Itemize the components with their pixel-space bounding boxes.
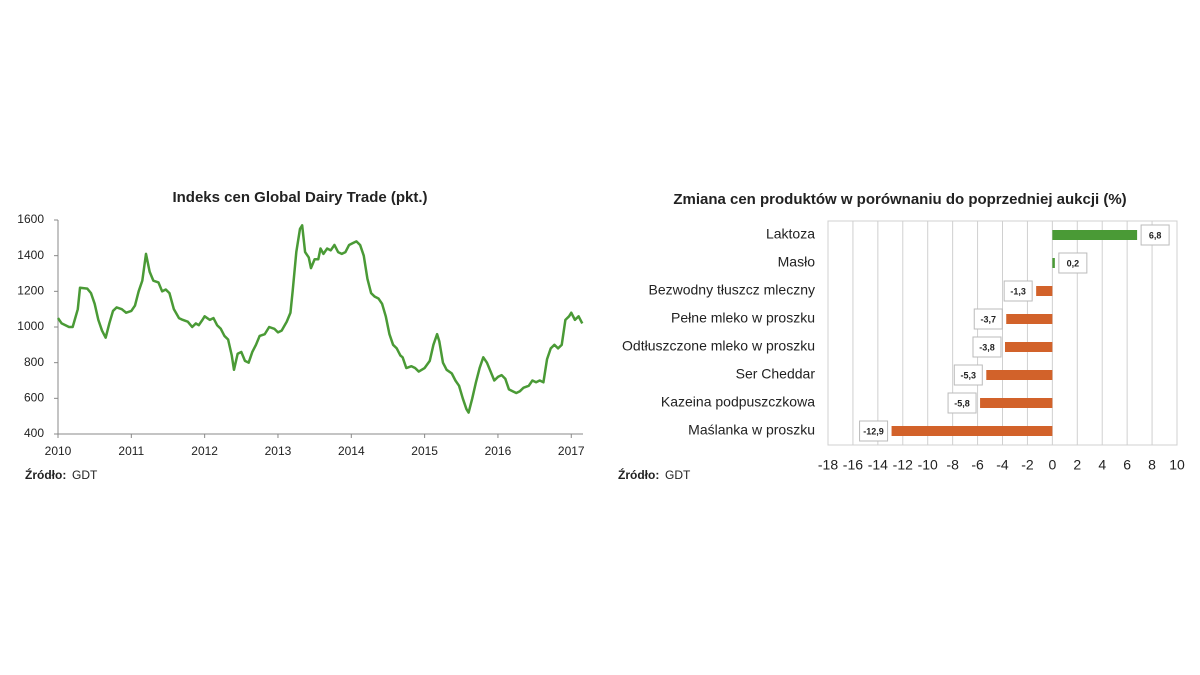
value-label: 0,2: [1067, 258, 1080, 268]
x-tick-label: 2011: [118, 444, 144, 458]
x-tick-label: -10: [918, 457, 938, 473]
y-tick-label: 1000: [17, 319, 44, 333]
y-tick-label: Bezwodny tłuszcz mleczny: [648, 282, 815, 298]
value-label: -3,8: [979, 342, 995, 352]
source-label: Źródło:: [618, 467, 659, 482]
x-tick-label: 10: [1169, 457, 1185, 473]
y-tick-label: Masło: [778, 254, 816, 270]
x-tick-label: 2013: [265, 444, 292, 458]
bar: [980, 398, 1053, 408]
y-tick-label: 800: [24, 355, 44, 369]
x-tick-label: -4: [996, 457, 1009, 473]
x-tick-label: 2012: [191, 444, 218, 458]
x-tick-label: 2015: [411, 444, 438, 458]
value-label: -12,9: [863, 426, 884, 436]
y-tick-label: 600: [24, 391, 44, 405]
chart-title: Indeks cen Global Dairy Trade (pkt.): [172, 189, 427, 206]
value-label: -3,7: [980, 314, 996, 324]
x-tick-label: 2014: [338, 444, 365, 458]
value-label-box: [1058, 252, 1088, 274]
value-label-box: [972, 336, 1002, 358]
value-label: 6,8: [1149, 230, 1162, 240]
y-tick-label: Kazeina podpuszczkowa: [661, 394, 815, 410]
x-tick-label: 2010: [45, 444, 72, 458]
bar: [891, 426, 1053, 436]
x-tick-label: -12: [893, 457, 913, 473]
bar: [1006, 314, 1053, 324]
x-tick-label: 0: [1048, 457, 1056, 473]
source: GDT: [72, 468, 98, 482]
data-line: [56, 224, 584, 414]
value-label-box: [973, 308, 1003, 330]
y-tick-label: Laktoza: [766, 226, 815, 242]
x-tick-label: 4: [1098, 457, 1106, 473]
value-label: -1,3: [1010, 286, 1026, 296]
bar: [1004, 342, 1053, 352]
x-tick-label: -14: [868, 457, 888, 473]
value-label-box: [1003, 280, 1033, 302]
value-label-box: [1140, 224, 1170, 246]
y-tick-label: Pełne mleko w proszku: [671, 310, 815, 326]
x-tick-label: -6: [971, 457, 984, 473]
y-tick-label: Maślanka w proszku: [688, 422, 815, 438]
value-label: -5,8: [954, 398, 970, 408]
x-tick-label: -16: [843, 457, 863, 473]
x-tick-label: -18: [818, 457, 838, 473]
value-label: -5,3: [961, 370, 977, 380]
bar: [986, 370, 1053, 380]
x-tick-label: 2017: [558, 444, 585, 458]
x-tick-label: -2: [1021, 457, 1034, 473]
bar: [1052, 230, 1138, 240]
y-tick-label: 400: [24, 426, 44, 440]
y-tick-label: Ser Cheddar: [736, 366, 816, 382]
y-tick-label: 1400: [17, 248, 44, 262]
chart-title: Zmiana cen produktów w porównaniu do pop…: [673, 191, 1126, 208]
value-label-box: [859, 420, 889, 442]
source-label: Źródło:: [25, 467, 66, 482]
x-tick-label: 8: [1148, 457, 1156, 473]
source: GDT: [665, 468, 691, 482]
y-tick-label: 1200: [17, 284, 44, 298]
plot-frame: [827, 220, 1178, 446]
x-tick-label: -8: [946, 457, 959, 473]
y-tick-label: Odtłuszczone mleko w proszku: [622, 338, 815, 354]
x-tick-label: 6: [1123, 457, 1131, 473]
bar: [1052, 258, 1055, 268]
value-label-box: [953, 364, 983, 386]
bar: [1036, 286, 1053, 296]
x-tick-label: 2016: [485, 444, 512, 458]
y-tick-label: 1600: [17, 212, 44, 226]
value-label-box: [947, 392, 977, 414]
x-tick-label: 2: [1073, 457, 1081, 473]
